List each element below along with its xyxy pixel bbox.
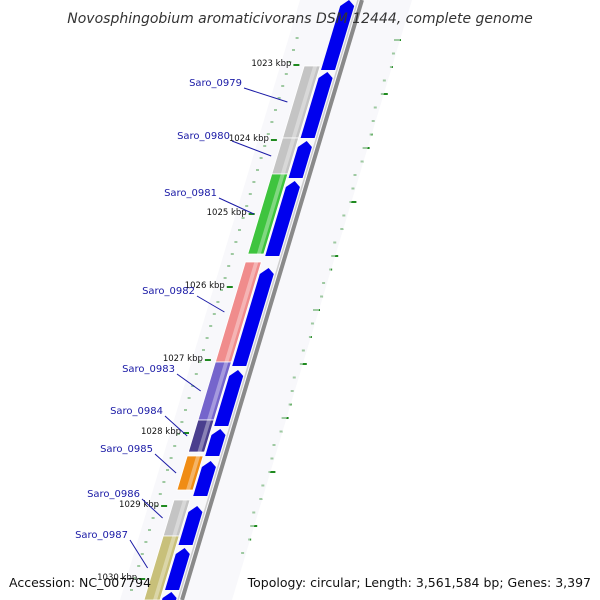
gene-box-shine <box>153 536 177 600</box>
strand-arrow <box>205 429 226 456</box>
gene-label: Saro_0983 <box>122 364 175 375</box>
position-tick-label: 1030 kbp <box>97 573 137 583</box>
strand-arrow-track <box>162 0 355 600</box>
gene-label-leader <box>164 415 188 437</box>
strand-arrow <box>300 72 333 138</box>
gene-box-shine <box>207 362 229 420</box>
backbone-line <box>180 0 364 600</box>
gene-label-leader <box>231 140 272 157</box>
genome-backbone <box>120 0 412 600</box>
backbone-inner-line <box>177 0 359 600</box>
gene-box-shine <box>256 174 285 254</box>
gene-box <box>143 535 180 600</box>
cog-colored-gene-track <box>143 65 321 600</box>
gene-label: Saro_0984 <box>110 406 163 417</box>
gene-labels: Saro_0979 Saro_0980 Saro_0981 Saro_0982 Saro… <box>75 78 288 569</box>
gene-label-leader <box>154 453 177 474</box>
gene-label: Saro_0981 <box>164 188 217 199</box>
genome-title: Novosphingobium aromaticivorans DSM 1244… <box>67 11 532 27</box>
gene-label: Saro_0987 <box>75 530 128 541</box>
strand-arrow <box>193 461 216 496</box>
gene-label-leader <box>196 295 225 313</box>
gene-box-shine <box>197 420 211 452</box>
gene-label-leader <box>141 498 163 519</box>
strand-arrow <box>214 370 244 426</box>
position-tick-label: 1023 kbp <box>251 59 291 69</box>
gene-box <box>247 173 289 255</box>
strand-arrow <box>288 141 312 178</box>
topology-text: Topology: circular; Length: 3,561,584 bp… <box>247 575 591 590</box>
gene-label-leader <box>218 197 255 215</box>
gene-box <box>187 419 215 453</box>
gene-box-shine <box>224 262 259 362</box>
gene-label-leader <box>176 373 201 392</box>
gene-label: Saro_0979 <box>189 78 242 89</box>
position-tick-label: 1024 kbp <box>229 134 269 144</box>
position-tick-label: 1026 kbp <box>185 281 225 291</box>
position-ticks: 1023 kbp 1024 kbp 1025 kbp 1026 kbp 1027 kbp… <box>97 59 300 583</box>
strand-arrow <box>162 592 177 600</box>
strand-arrow <box>165 548 190 590</box>
gene-box-shine <box>291 66 318 138</box>
gene-box <box>176 455 204 491</box>
gene-label-leader <box>243 87 288 103</box>
gene-label: Saro_0985 <box>100 444 153 455</box>
position-tick-label: 1028 kbp <box>141 427 181 437</box>
strand-arrow <box>178 506 203 545</box>
ring-background <box>120 0 412 600</box>
gene-label: Saro_0986 <box>87 489 140 500</box>
strand-arrow <box>265 181 300 256</box>
accession-text: Accession: NC_007794 <box>9 575 151 590</box>
position-tick-label: 1027 kbp <box>163 354 203 364</box>
strand-arrow <box>232 268 274 366</box>
position-tick-label: 1029 kbp <box>119 500 159 510</box>
gene-box-shine <box>186 456 201 490</box>
gene-label: Saro_0982 <box>142 286 195 297</box>
strand-arrow <box>321 0 355 70</box>
gene-label-leader <box>129 539 149 569</box>
gene-box-shine <box>172 500 187 536</box>
gene-label: Saro_0980 <box>177 131 230 142</box>
position-tick-label: 1025 kbp <box>207 208 247 218</box>
gene-box-shine <box>280 138 296 174</box>
